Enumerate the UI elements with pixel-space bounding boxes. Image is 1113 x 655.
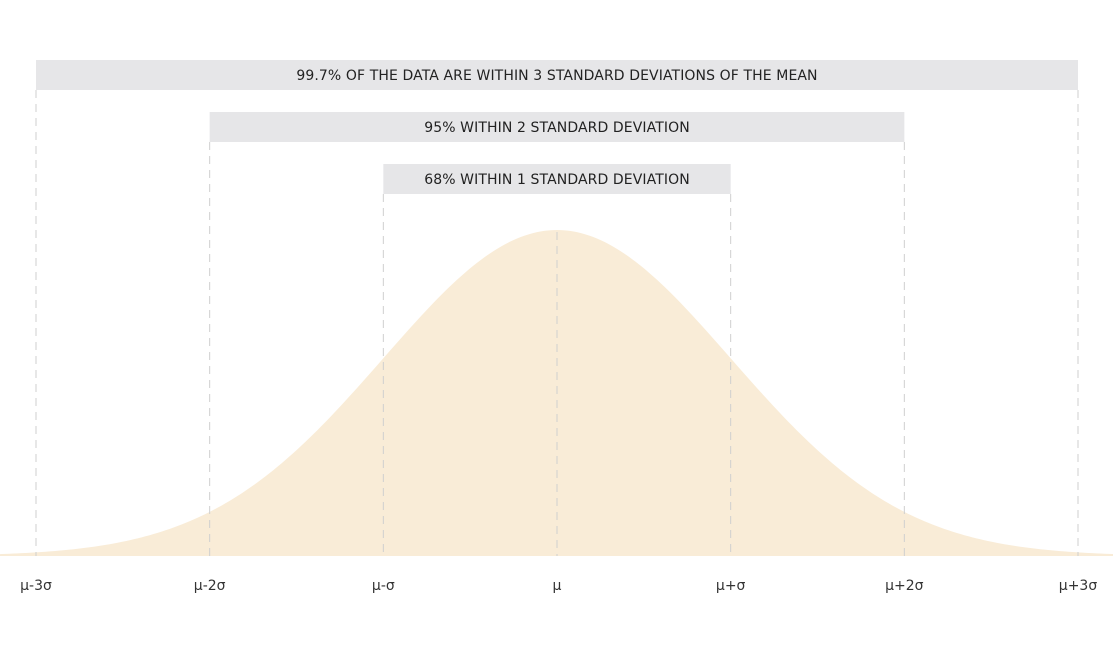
- x-tick-label: μ-σ: [372, 578, 395, 594]
- band-label: 95% WITHIN 2 STANDARD DEVIATION: [424, 120, 690, 136]
- x-tick-label: μ-2σ: [194, 578, 226, 594]
- band-rect: [383, 164, 731, 194]
- band-2: 95% WITHIN 2 STANDARD DEVIATION: [209, 112, 905, 142]
- x-tick-label: μ-3σ: [20, 578, 52, 594]
- band-1: 99.7% OF THE DATA ARE WITHIN 3 STANDARD …: [36, 60, 1078, 90]
- bands: 99.7% OF THE DATA ARE WITHIN 3 STANDARD …: [36, 60, 1078, 194]
- x-tick-label: μ+2σ: [885, 578, 924, 594]
- band-3: 68% WITHIN 1 STANDARD DEVIATION: [383, 164, 731, 194]
- band-rect: [36, 60, 1078, 90]
- x-tick-label: μ+3σ: [1059, 578, 1098, 594]
- band-rect: [209, 112, 905, 142]
- band-label: 68% WITHIN 1 STANDARD DEVIATION: [424, 172, 690, 188]
- x-tick-label: μ+σ: [716, 578, 746, 594]
- x-axis-ticks: μ-3σ μ-2σ μ-σ μ μ+σ μ+2σ μ+3σ: [20, 578, 1097, 594]
- x-tick-label: μ: [553, 578, 562, 594]
- band-label: 99.7% OF THE DATA ARE WITHIN 3 STANDARD …: [296, 68, 817, 84]
- guide-lines: [35, 90, 1079, 556]
